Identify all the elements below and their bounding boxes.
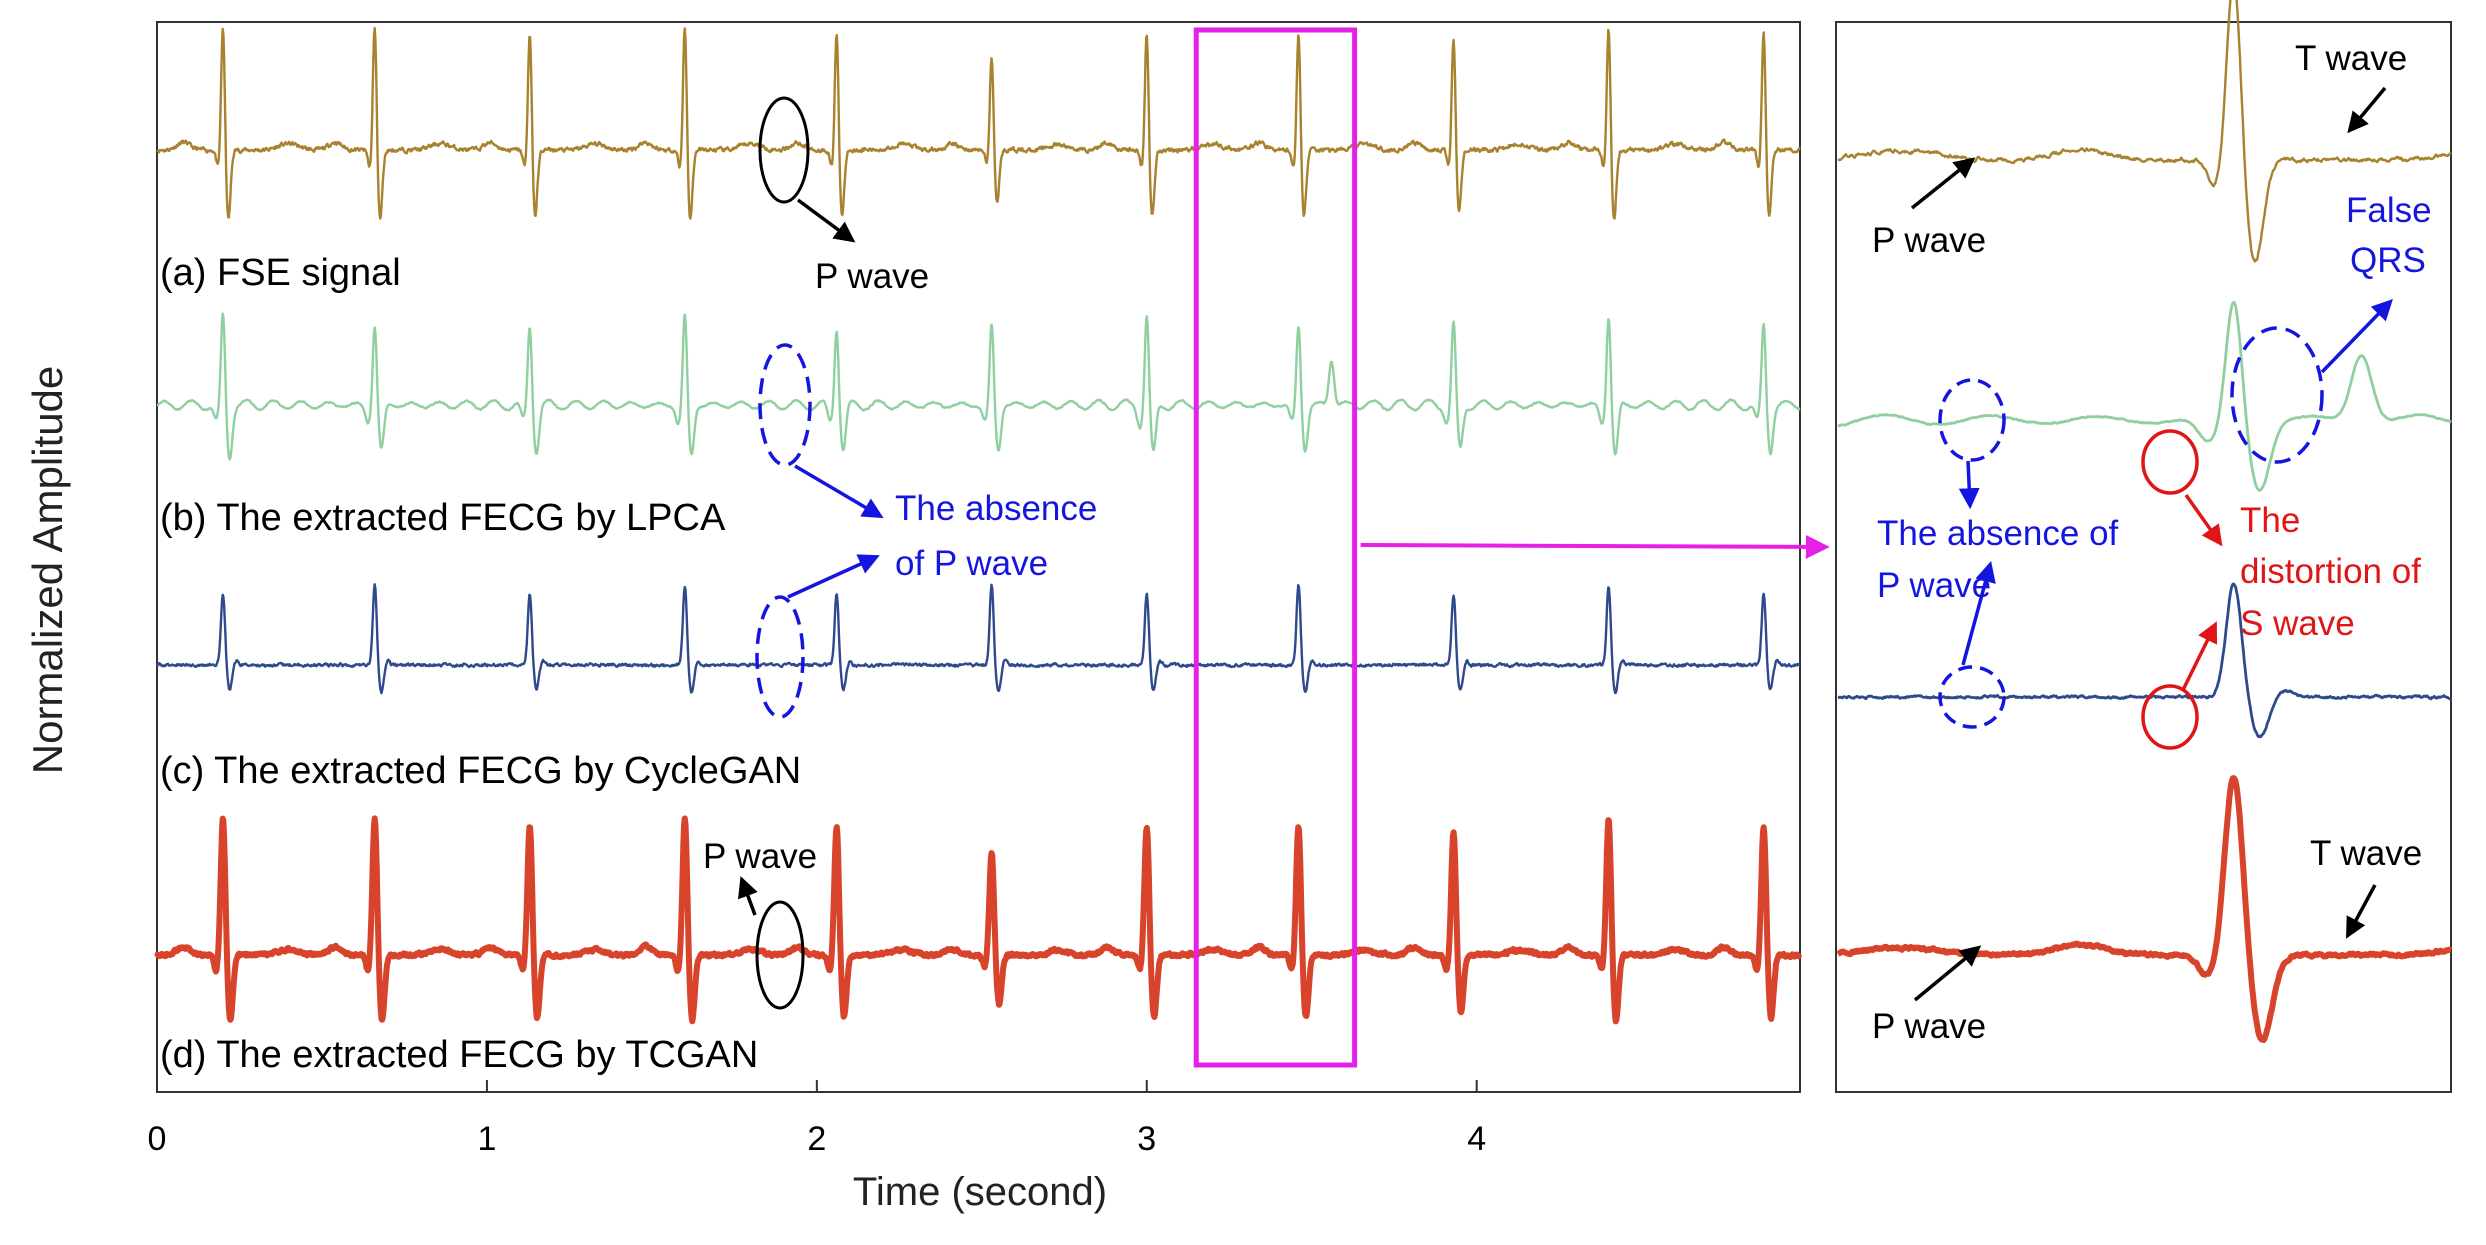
zoom-distortion-label-line3: S wave xyxy=(2240,604,2355,643)
x-tick-label: 2 xyxy=(807,1120,826,1158)
fse-p-wave-label: P wave xyxy=(815,257,929,296)
series-label-cyclegan: (c) The extracted FECG by CycleGAN xyxy=(160,750,801,792)
zoom-p-wave-top-label: P wave xyxy=(1872,221,1986,260)
x-tick-label: 4 xyxy=(1467,1120,1486,1158)
zoom-distortion-label-line2: distortion of xyxy=(2240,552,2421,591)
cyclegan-absence-arrow xyxy=(787,554,880,599)
zoom-false-qrs-ellipse xyxy=(2230,326,2324,464)
zoom-false-qrs-arrow xyxy=(2320,298,2393,374)
zoom-lpca-s-wave-circle xyxy=(2141,429,2199,495)
zoom-t-wave-bottom-arrow xyxy=(2346,884,2377,939)
main-plot-frame xyxy=(156,21,1801,1093)
x-axis-label: Time (second) xyxy=(853,1170,1107,1214)
zoom-false-qrs-label-line2: QRS xyxy=(2350,241,2426,280)
zoom-false-qrs-label-line1: False xyxy=(2346,191,2432,230)
zoom-cyclegan-absence-ellipse xyxy=(1938,665,2006,729)
tcgan-p-wave-ellipse xyxy=(755,900,805,1010)
zoom-p-wave-top-arrow xyxy=(1910,157,1976,210)
zoom-p-wave-bottom-label: P wave xyxy=(1872,1007,1986,1046)
zoom-connector-arrow xyxy=(1360,534,1830,559)
zoom-lpca-absence-arrow xyxy=(1958,460,1980,510)
zoom-plot-frame xyxy=(1835,21,2452,1093)
series-line-tcgan xyxy=(154,815,1803,1025)
zoom-window-highlight xyxy=(1193,27,1358,1068)
zoom-absence-label-line2: P wave xyxy=(1877,566,1991,605)
series-line-lpca xyxy=(156,312,1801,461)
x-tick-label: 1 xyxy=(477,1120,496,1158)
zoom-distortion-label-line1: The xyxy=(2240,501,2300,540)
zoom-cyclegan-s-wave-circle xyxy=(2141,684,2199,750)
series-label-tcgan: (d) The extracted FECG by TCGAN xyxy=(160,1034,758,1076)
zoom-line-fse xyxy=(1837,0,2452,263)
x-axis-ticks: 0 1 2 3 4 xyxy=(148,1080,1486,1158)
series-line-cyclegan xyxy=(155,583,1801,695)
zoom-cyclegan-s-wave-arrow xyxy=(2181,621,2218,691)
fse-p-wave-ellipse xyxy=(758,96,810,204)
zoom-t-wave-top-label: T wave xyxy=(2295,39,2407,78)
zoom-absence-label-line1: The absence of xyxy=(1877,514,2119,553)
lpca-absence-label-line2: of P wave xyxy=(895,544,1048,583)
zoom-cyclegan-absence-arrow xyxy=(1961,560,1996,666)
series-line-fse xyxy=(156,26,1801,220)
series-label-fse: (a) FSE signal xyxy=(160,252,401,294)
tcgan-p-wave-label: P wave xyxy=(703,837,817,876)
lpca-absence-ellipse xyxy=(758,343,812,467)
x-tick-label: 0 xyxy=(148,1120,167,1158)
zoom-t-wave-bottom-label: T wave xyxy=(2310,834,2422,873)
zoom-line-tcgan xyxy=(1835,775,2454,1043)
lpca-absence-arrow xyxy=(794,464,884,519)
lpca-absence-label-line1: The absence xyxy=(895,489,1097,528)
y-axis-label: Normalized Amplitude xyxy=(24,366,71,775)
cyclegan-absence-ellipse xyxy=(755,595,805,719)
zoom-lpca-s-wave-arrow xyxy=(2184,493,2223,547)
x-tick-label: 3 xyxy=(1137,1120,1156,1158)
zoom-t-wave-top-arrow xyxy=(2347,86,2387,134)
zoom-p-wave-bottom-arrow xyxy=(1913,945,1982,1002)
zoom-line-lpca xyxy=(1837,300,2452,492)
fse-p-wave-arrow xyxy=(796,198,856,243)
tcgan-p-wave-arrow xyxy=(738,876,758,916)
zoom-lpca-absence-ellipse xyxy=(1938,378,2006,462)
series-label-lpca: (b) The extracted FECG by LPCA xyxy=(160,497,726,539)
